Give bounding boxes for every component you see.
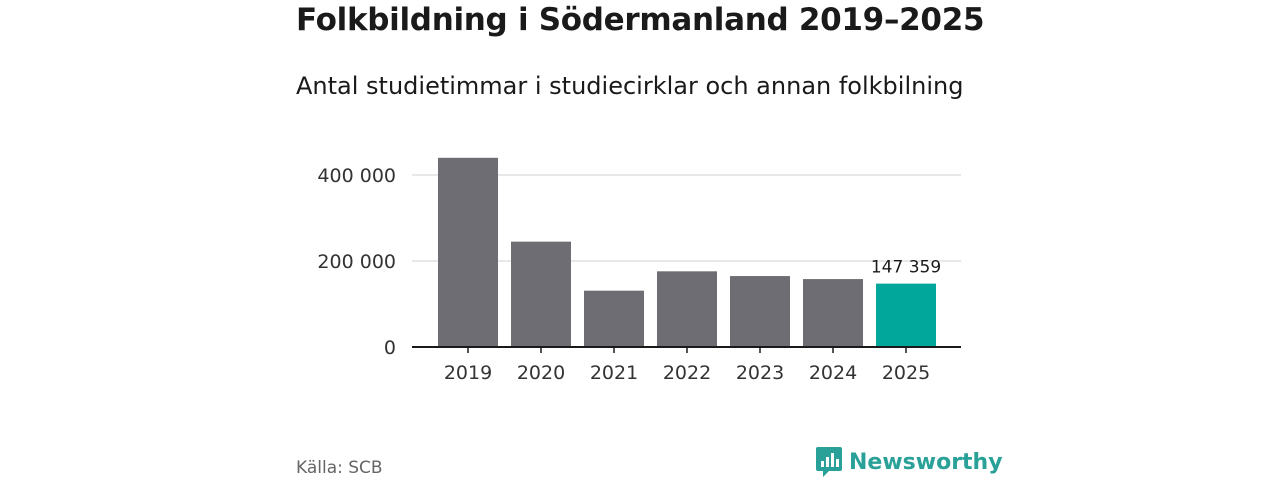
- data-label: 147 359: [871, 258, 941, 278]
- bar: [730, 276, 790, 347]
- bar: [657, 271, 717, 347]
- bar: [803, 279, 863, 347]
- y-tick-label: 400 000: [317, 165, 396, 187]
- chart-title: Folkbildning i Södermanland 2019–2025: [296, 2, 985, 38]
- x-tick-label: 2020: [517, 362, 565, 384]
- y-tick-label: 0: [384, 337, 396, 359]
- source-note: Källa: SCB: [296, 458, 383, 478]
- chart-subtitle: Antal studietimmar i studiecirklar och a…: [296, 72, 964, 100]
- x-tick-label: 2023: [736, 362, 784, 384]
- bar: [438, 157, 498, 347]
- x-tick-label: 2022: [663, 362, 711, 384]
- x-tick-label: 2024: [809, 362, 857, 384]
- x-tick-label: 2021: [590, 362, 638, 384]
- x-tick-label: 2019: [444, 362, 492, 384]
- y-tick-label: 200 000: [317, 251, 396, 273]
- bar: [876, 283, 936, 347]
- newsworthy-logo-icon: [816, 447, 842, 477]
- logo-text: Newsworthy: [849, 449, 1003, 475]
- newsworthy-logo[interactable]: Newsworthy: [815, 446, 1003, 478]
- bar: [511, 241, 571, 347]
- bar-chart: 0 200 000 400 000 2019 2020 2021 2022 2023 2024 2…: [317, 157, 961, 384]
- x-tick-label: 2025: [882, 362, 930, 384]
- bar: [584, 290, 644, 347]
